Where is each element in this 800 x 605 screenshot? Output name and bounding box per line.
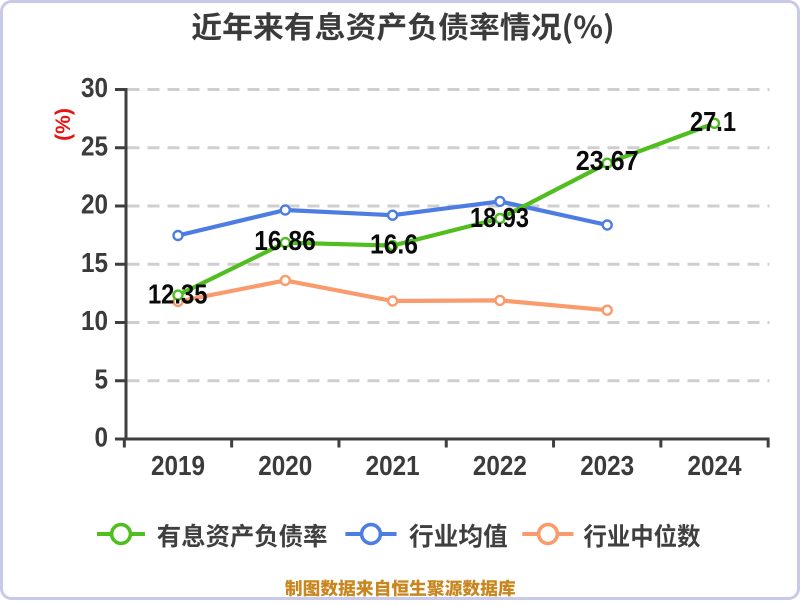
svg-text:25: 25 — [81, 130, 108, 161]
svg-text:2024: 2024 — [688, 450, 742, 481]
svg-text:30: 30 — [81, 72, 108, 103]
svg-text:2023: 2023 — [580, 450, 634, 481]
svg-text:20: 20 — [81, 189, 108, 220]
svg-text:5: 5 — [95, 363, 109, 394]
svg-text:15: 15 — [81, 247, 108, 278]
svg-text:23.67: 23.67 — [576, 145, 639, 176]
svg-text:16.6: 16.6 — [370, 229, 418, 260]
svg-text:12.35: 12.35 — [148, 279, 208, 310]
svg-text:2021: 2021 — [366, 450, 420, 481]
svg-text:0: 0 — [95, 422, 109, 453]
svg-text:18.93: 18.93 — [470, 202, 529, 233]
svg-text:2019: 2019 — [151, 450, 205, 481]
svg-text:16.86: 16.86 — [254, 225, 316, 256]
svg-text:(%): (%) — [52, 108, 75, 141]
svg-text:2020: 2020 — [258, 450, 312, 481]
svg-text:2022: 2022 — [473, 450, 527, 481]
svg-text:27.1: 27.1 — [690, 106, 736, 137]
svg-text:10: 10 — [81, 305, 108, 336]
